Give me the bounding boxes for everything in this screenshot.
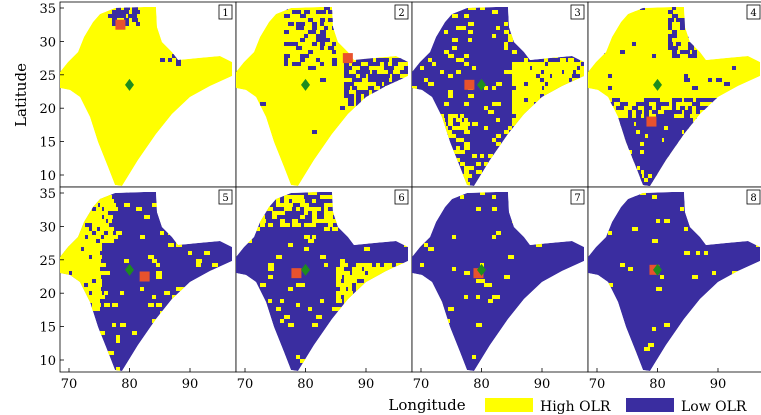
panel-4: 4 bbox=[587, 1, 761, 188]
panel-number-box bbox=[746, 189, 761, 205]
panel-number: 3 bbox=[574, 8, 580, 19]
y-axis-label: Latitude bbox=[12, 63, 30, 127]
legend-high-swatch bbox=[485, 398, 533, 412]
square-marker bbox=[342, 53, 353, 64]
panel-7: 7 bbox=[411, 186, 589, 373]
panel-8: 8 bbox=[587, 186, 761, 373]
y-tick-label: 35 bbox=[39, 2, 56, 17]
square-marker bbox=[139, 271, 150, 282]
panel-number: 8 bbox=[750, 193, 756, 204]
x-tick-label: 90 bbox=[182, 377, 199, 392]
diamond-marker bbox=[125, 263, 134, 276]
panel-1: 1 bbox=[59, 1, 237, 188]
panel-number-box bbox=[570, 189, 585, 205]
panel-5: 5 bbox=[59, 186, 237, 373]
panel-number-box bbox=[394, 189, 409, 205]
panel-3: 3 bbox=[411, 1, 589, 188]
diamond-marker bbox=[477, 78, 486, 91]
legend-high-label: High OLR bbox=[540, 399, 611, 415]
map-base bbox=[60, 7, 232, 186]
square-marker bbox=[115, 19, 126, 30]
diamond-marker bbox=[653, 78, 662, 91]
y-tick-label: 20 bbox=[39, 287, 56, 302]
india-map bbox=[60, 7, 232, 186]
diamond-marker bbox=[125, 78, 134, 91]
x-ticks: 70 80 90 70 80 90 70 80 90 70 80 90 bbox=[61, 368, 727, 392]
square-marker bbox=[646, 116, 657, 127]
legend: High OLR Low OLR bbox=[485, 398, 747, 415]
panel-number: 6 bbox=[398, 193, 404, 204]
square-marker bbox=[464, 79, 475, 90]
map-base bbox=[236, 192, 408, 371]
x-tick-label: 70 bbox=[589, 377, 606, 392]
diamond-marker bbox=[653, 263, 662, 276]
y-tick-label: 10 bbox=[39, 169, 56, 184]
panel-6: 6 bbox=[235, 186, 413, 373]
x-tick-label: 70 bbox=[237, 377, 254, 392]
map-base bbox=[236, 7, 408, 186]
y-tick-label: 30 bbox=[39, 35, 56, 50]
y-tick-label: 35 bbox=[39, 187, 56, 202]
legend-low-label: Low OLR bbox=[681, 399, 747, 415]
y-tick-label: 15 bbox=[39, 321, 56, 336]
y-ticks-top: 35 30 25 20 15 10 bbox=[39, 2, 64, 184]
panel-number: 7 bbox=[574, 193, 580, 204]
square-marker bbox=[473, 268, 484, 279]
panel-number: 1 bbox=[222, 8, 228, 19]
diamond-marker bbox=[477, 263, 486, 276]
panel-number-box bbox=[746, 4, 761, 20]
y-tick-label: 15 bbox=[39, 136, 56, 151]
panel-number: 5 bbox=[222, 193, 228, 204]
y-tick-label: 10 bbox=[39, 354, 56, 369]
x-tick-label: 70 bbox=[61, 377, 78, 392]
y-tick-label: 20 bbox=[39, 102, 56, 117]
x-axis-label: Longitude bbox=[388, 396, 465, 414]
legend-low-swatch bbox=[626, 398, 674, 412]
x-tick-label: 80 bbox=[649, 377, 666, 392]
y-ticks-bottom: 35 30 25 20 15 10 bbox=[39, 187, 64, 369]
panel-number-box bbox=[218, 189, 233, 205]
x-tick-label: 80 bbox=[297, 377, 314, 392]
y-tick-label: 25 bbox=[39, 69, 56, 84]
square-marker bbox=[291, 268, 302, 279]
map-base bbox=[588, 192, 760, 371]
panel-2: 2 bbox=[235, 1, 413, 188]
map-base bbox=[412, 7, 584, 186]
panel-grid: 1 2 3 4 5 6 7 8 bbox=[59, 1, 761, 373]
panel-number: 2 bbox=[398, 8, 404, 19]
panel-number-box bbox=[218, 4, 233, 20]
panel-number-box bbox=[394, 4, 409, 20]
panel-number: 4 bbox=[750, 8, 756, 19]
x-tick-label: 90 bbox=[710, 377, 727, 392]
diamond-marker bbox=[301, 78, 310, 91]
panel-number-box bbox=[570, 4, 585, 20]
x-tick-label: 70 bbox=[413, 377, 430, 392]
y-tick-label: 25 bbox=[39, 254, 56, 269]
diamond-marker bbox=[301, 263, 310, 276]
x-tick-label: 80 bbox=[473, 377, 490, 392]
x-tick-label: 80 bbox=[121, 377, 138, 392]
y-tick-label: 30 bbox=[39, 220, 56, 235]
x-tick-label: 90 bbox=[534, 377, 551, 392]
x-tick-label: 90 bbox=[358, 377, 375, 392]
